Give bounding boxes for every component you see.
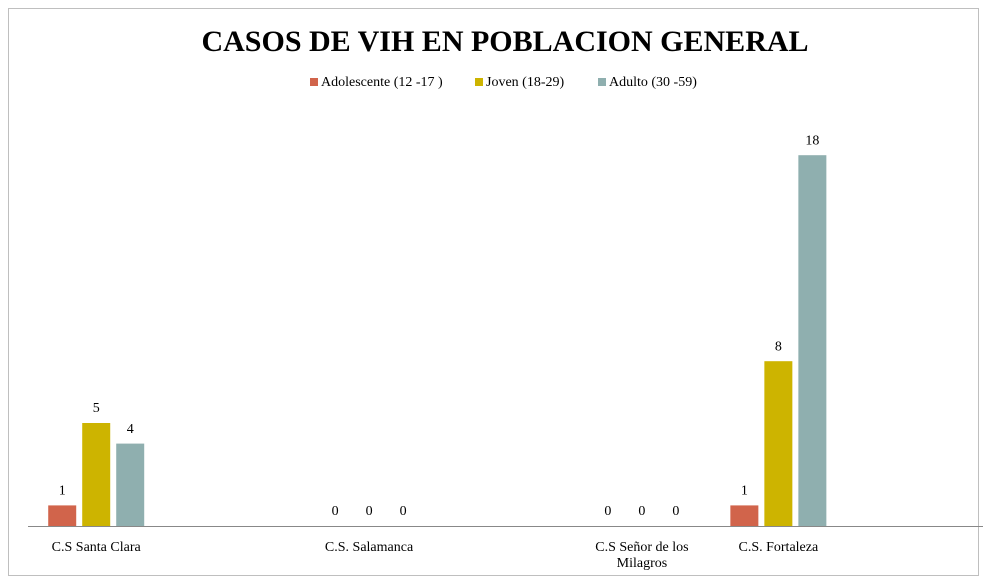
data-label: 0: [672, 504, 679, 519]
chart-border: [8, 8, 979, 576]
bar: [48, 505, 77, 526]
legend-label: Joven (18-29): [486, 75, 564, 90]
bar: [798, 155, 827, 526]
bar: [82, 423, 111, 526]
x-tick-label: C.S. Salamanca: [324, 540, 414, 555]
data-label: 0: [638, 504, 645, 519]
legend-label: Adulto (30 -59): [609, 75, 697, 90]
data-label: 0: [366, 504, 373, 519]
chart-title: CASOS DE VIH EN POBLACION GENERAL: [201, 25, 808, 58]
data-label: 1: [741, 484, 748, 499]
bar: [116, 443, 145, 526]
x-tick-label: C.S. Fortaleza: [738, 540, 819, 555]
legend-swatch: [310, 78, 318, 86]
x-tick-label: C.S Señor de los Milagros: [595, 540, 689, 571]
data-label: 5: [93, 401, 100, 416]
legend-label: Adolescente (12 -17 ): [321, 75, 443, 90]
data-label: 18: [805, 133, 819, 148]
data-label: 0: [604, 504, 611, 519]
data-label: 0: [332, 504, 339, 519]
data-label: 0: [400, 504, 407, 519]
data-label: 8: [775, 339, 782, 354]
data-label: 4: [127, 422, 134, 437]
legend-swatch: [475, 78, 483, 86]
x-tick-label: C.S Santa Clara: [51, 540, 141, 555]
legend-swatch: [598, 78, 606, 86]
bar: [730, 505, 759, 526]
bar: [764, 361, 793, 526]
data-label: 1: [59, 484, 66, 499]
